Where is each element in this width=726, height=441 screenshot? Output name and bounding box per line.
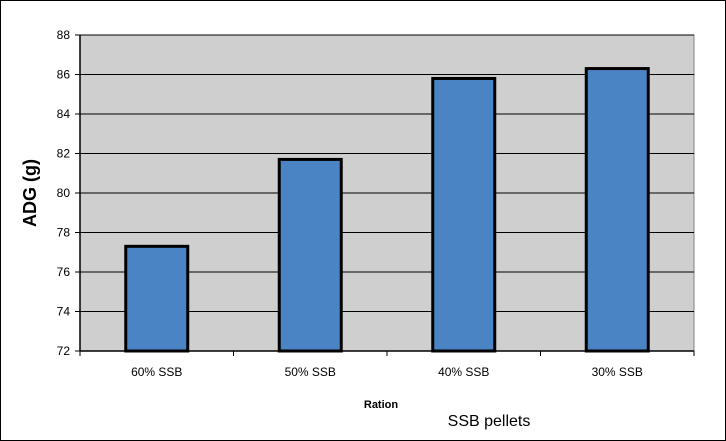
y-tick-label: 72 [57,344,71,358]
y-axis-ticks: 72 74 76 78 80 82 84 86 88 [57,28,80,358]
y-tick-label: 76 [57,265,71,279]
chart-caption: SSB pellets [448,413,531,430]
y-tick-label: 78 [57,226,71,240]
x-tick-label: 50% SSB [285,365,336,379]
y-axis-label: ADG (g) [20,159,40,227]
x-tick-label: 30% SSB [592,365,643,379]
bar [277,157,343,353]
bar [124,244,190,353]
y-tick-label: 86 [57,68,71,82]
y-tick-label: 82 [57,147,71,161]
x-axis-ticks: 60% SSB 50% SSB 40% SSB 30% SSB [79,351,695,379]
x-axis-label: Ration [364,399,399,411]
x-tick-label: 40% SSB [438,365,489,379]
y-tick-label: 80 [57,186,71,200]
x-tick-label: 60% SSB [131,365,182,379]
y-tick-label: 74 [57,305,71,319]
bar [431,76,497,353]
y-tick-label: 88 [57,28,71,42]
bar [584,67,650,353]
bars [124,67,650,353]
y-tick-label: 84 [57,107,71,121]
